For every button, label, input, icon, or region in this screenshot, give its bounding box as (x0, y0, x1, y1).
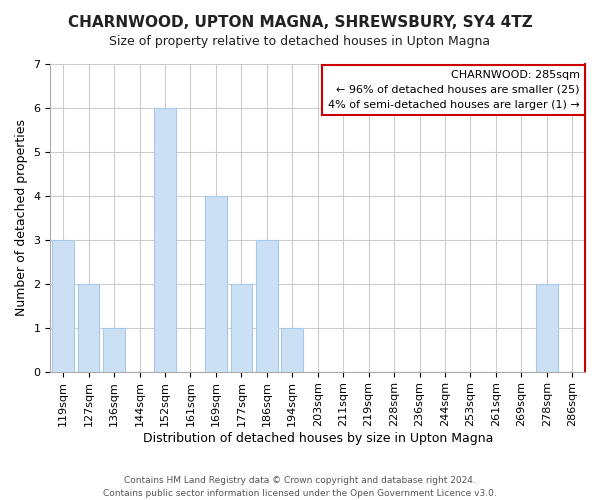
Bar (536, 284, 557, 372)
Text: CHARNWOOD, UPTON MAGNA, SHREWSBURY, SY4 4TZ: CHARNWOOD, UPTON MAGNA, SHREWSBURY, SY4 … (68, 15, 532, 30)
Bar (78, 284, 100, 372)
Bar (281, 328, 303, 372)
Text: CHARNWOOD: 285sqm
← 96% of detached houses are smaller (25)
4% of semi-detached : CHARNWOOD: 285sqm ← 96% of detached hous… (328, 70, 580, 110)
Text: Size of property relative to detached houses in Upton Magna: Size of property relative to detached ho… (109, 35, 491, 48)
X-axis label: Distribution of detached houses by size in Upton Magna: Distribution of detached houses by size … (143, 432, 493, 445)
Bar (103, 328, 125, 372)
Bar (154, 108, 176, 372)
Y-axis label: Number of detached properties: Number of detached properties (15, 120, 28, 316)
Bar (52, 240, 74, 372)
Bar (256, 240, 278, 372)
Bar (230, 284, 252, 372)
Text: Contains HM Land Registry data © Crown copyright and database right 2024.
Contai: Contains HM Land Registry data © Crown c… (103, 476, 497, 498)
Bar (205, 196, 227, 372)
